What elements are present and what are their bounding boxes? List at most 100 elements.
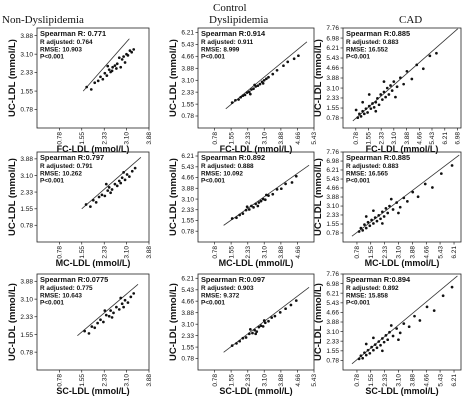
x-tick-label: 1.55 xyxy=(368,374,375,387)
plot-frame xyxy=(197,27,315,129)
data-point xyxy=(370,218,373,222)
data-point xyxy=(371,102,374,105)
data-point xyxy=(389,324,393,327)
y-tick-label: 0.78 xyxy=(20,222,33,229)
x-tick-label: 0.78 xyxy=(212,246,219,259)
data-point xyxy=(391,208,395,211)
data-point xyxy=(405,69,409,73)
data-point xyxy=(384,334,388,337)
data-point xyxy=(101,77,105,81)
data-point xyxy=(99,75,102,79)
data-point xyxy=(110,316,114,319)
y-axis-label: UC-LDL (mmol/L) xyxy=(313,158,324,236)
data-point xyxy=(292,57,296,61)
data-point xyxy=(122,55,125,58)
y-tick-label: 6.21 xyxy=(326,290,339,297)
stat-annotation: P<0.001 xyxy=(40,300,64,307)
data-point xyxy=(364,226,368,230)
data-point xyxy=(253,83,256,87)
data-point xyxy=(262,319,266,322)
x-tick-label: 3.88 xyxy=(278,246,285,259)
x-axis-label: SC-LDL (mmol/L) xyxy=(219,386,292,396)
data-point xyxy=(275,68,279,72)
stat-annotation: R adjusted: 0.764 xyxy=(40,39,93,46)
x-tick-label: 3.88 xyxy=(410,374,417,387)
data-point xyxy=(376,97,379,100)
stat-annotation: R adjusted: 0.888 xyxy=(201,163,254,170)
data-point xyxy=(379,343,382,347)
y-tick-label: 6.21 xyxy=(181,275,194,282)
data-point xyxy=(90,325,94,328)
y-tick-label: 3.88 xyxy=(326,319,339,326)
data-point xyxy=(267,319,270,323)
y-tick-label: 3.88 xyxy=(326,194,339,201)
data-point xyxy=(397,211,400,215)
data-point xyxy=(258,82,262,86)
y-tick-label: 7.76 xyxy=(326,25,339,32)
data-point xyxy=(247,332,251,336)
data-point xyxy=(286,60,290,64)
data-point xyxy=(278,311,282,314)
stat-annotation: RMSE: 15.858 xyxy=(346,292,388,299)
y-axis-label: UC-LDL (mmol/L) xyxy=(313,283,324,361)
x-tick-label: 0.78 xyxy=(354,374,361,387)
x-tick-label: 1.55 xyxy=(228,246,235,259)
column-title-non-dyslipidemia: Non-Dyslipidemia xyxy=(2,14,84,26)
x-tick-label: 3.10 xyxy=(396,246,403,259)
y-tick-label: 1.55 xyxy=(20,332,33,339)
data-point xyxy=(245,91,249,94)
data-point xyxy=(289,303,293,307)
data-point xyxy=(284,307,287,311)
data-point xyxy=(372,222,375,225)
y-tick-label: 0.78 xyxy=(20,107,33,114)
data-point xyxy=(255,330,259,333)
y-tick-label: 6.21 xyxy=(181,153,194,160)
y-tick-label: 7.76 xyxy=(326,271,339,278)
data-point xyxy=(362,112,366,116)
stat-annotation: R adjusted: 0.791 xyxy=(40,163,93,170)
data-point xyxy=(122,305,125,309)
data-point xyxy=(239,95,243,99)
data-point xyxy=(364,342,368,346)
data-point xyxy=(402,82,405,86)
data-point xyxy=(384,95,387,99)
x-tick-label: 1.55 xyxy=(228,374,235,387)
x-tick-label: 3.88 xyxy=(146,246,153,259)
data-point xyxy=(125,173,129,176)
data-point xyxy=(257,325,261,329)
data-point xyxy=(367,93,371,96)
data-point xyxy=(384,207,388,210)
data-point xyxy=(411,190,415,194)
data-point xyxy=(379,217,382,221)
data-point xyxy=(361,109,365,113)
data-point xyxy=(104,182,108,186)
regression-line xyxy=(82,38,130,92)
data-point xyxy=(441,294,445,298)
data-point xyxy=(115,62,119,66)
data-point xyxy=(251,331,254,335)
data-point xyxy=(398,205,402,209)
x-tick-label: 3.10 xyxy=(261,374,268,387)
data-point xyxy=(395,85,399,89)
y-tick-label: 2.33 xyxy=(326,338,339,345)
data-point xyxy=(261,197,265,201)
y-tick-label: 1.55 xyxy=(326,105,339,112)
data-point xyxy=(366,220,370,224)
x-tick-label: 0.78 xyxy=(212,374,219,387)
scatter-panel-6: 0.78 1.55 2.33 3.10 3.88 4.66 5.43 6.21 6.98 7.76… xyxy=(313,149,462,268)
data-point xyxy=(375,346,379,350)
data-point xyxy=(366,111,369,114)
data-point xyxy=(399,76,402,80)
data-point xyxy=(372,106,376,109)
data-point xyxy=(271,72,275,76)
data-point xyxy=(359,226,363,230)
data-point xyxy=(267,194,270,197)
data-point xyxy=(359,354,363,358)
data-point xyxy=(392,80,396,83)
data-point xyxy=(388,204,391,208)
x-tick-label: 2.33 xyxy=(101,132,108,145)
regression-line xyxy=(81,157,142,210)
data-point xyxy=(259,199,263,203)
stat-annotation: R adjusted: 0.903 xyxy=(201,285,254,292)
x-tick-label: 6.21 xyxy=(451,374,458,387)
